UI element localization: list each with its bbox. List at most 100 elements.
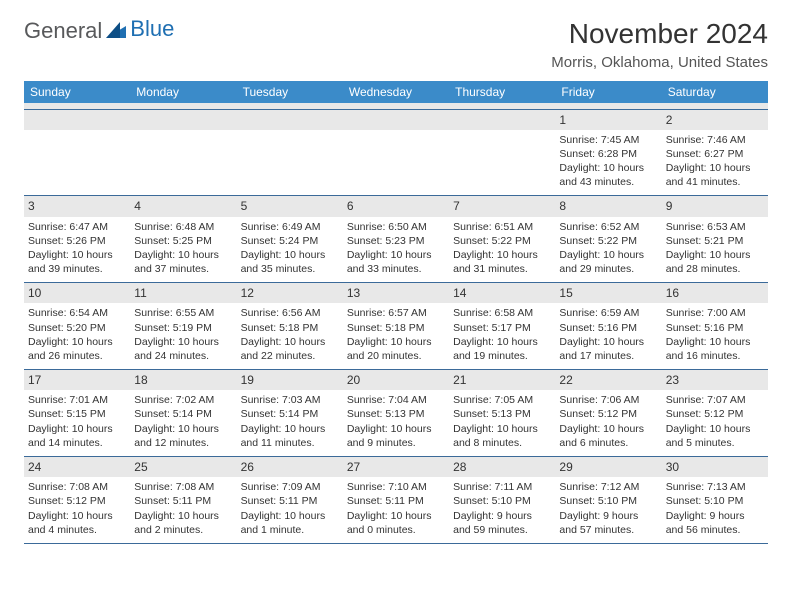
sunrise-text: Sunrise: 7:13 AM	[666, 480, 764, 494]
day-number: 22	[555, 370, 661, 390]
daylight-text: and 57 minutes.	[559, 523, 657, 537]
weekday-header: Wednesday	[343, 81, 449, 103]
daylight-text: Daylight: 10 hours	[28, 509, 126, 523]
sunrise-text: Sunrise: 7:10 AM	[347, 480, 445, 494]
calendar-cell: 2Sunrise: 7:46 AMSunset: 6:27 PMDaylight…	[662, 109, 768, 196]
sunset-text: Sunset: 5:16 PM	[666, 321, 764, 335]
daylight-text: and 8 minutes.	[453, 436, 551, 450]
calendar-cell: 3Sunrise: 6:47 AMSunset: 5:26 PMDaylight…	[24, 196, 130, 283]
sunrise-text: Sunrise: 7:08 AM	[28, 480, 126, 494]
daylight-text: Daylight: 10 hours	[134, 335, 232, 349]
sunset-text: Sunset: 5:20 PM	[28, 321, 126, 335]
sunset-text: Sunset: 6:28 PM	[559, 147, 657, 161]
sunset-text: Sunset: 5:16 PM	[559, 321, 657, 335]
daylight-text: and 19 minutes.	[453, 349, 551, 363]
day-number: 7	[449, 196, 555, 216]
sunrise-text: Sunrise: 6:53 AM	[666, 220, 764, 234]
daylight-text: Daylight: 10 hours	[559, 248, 657, 262]
sunset-text: Sunset: 5:26 PM	[28, 234, 126, 248]
daylight-text: Daylight: 10 hours	[666, 248, 764, 262]
daylight-text: Daylight: 10 hours	[666, 161, 764, 175]
daylight-text: Daylight: 10 hours	[347, 422, 445, 436]
day-number: 17	[24, 370, 130, 390]
sunrise-text: Sunrise: 7:46 AM	[666, 133, 764, 147]
calendar-cell: 13Sunrise: 6:57 AMSunset: 5:18 PMDayligh…	[343, 283, 449, 370]
daylight-text: Daylight: 10 hours	[28, 248, 126, 262]
calendar-cell	[130, 109, 236, 196]
daylight-text: Daylight: 10 hours	[347, 509, 445, 523]
daylight-text: Daylight: 10 hours	[559, 422, 657, 436]
sunrise-text: Sunrise: 7:09 AM	[241, 480, 339, 494]
day-number: 16	[662, 283, 768, 303]
daylight-text: Daylight: 9 hours	[559, 509, 657, 523]
sunset-text: Sunset: 5:13 PM	[453, 407, 551, 421]
weekday-header: Monday	[130, 81, 236, 103]
day-number: 30	[662, 457, 768, 477]
weekday-header: Sunday	[24, 81, 130, 103]
daylight-text: Daylight: 10 hours	[666, 422, 764, 436]
daylight-text: Daylight: 10 hours	[241, 248, 339, 262]
sunset-text: Sunset: 5:14 PM	[134, 407, 232, 421]
sunset-text: Sunset: 5:19 PM	[134, 321, 232, 335]
sunrise-text: Sunrise: 7:00 AM	[666, 306, 764, 320]
sunrise-text: Sunrise: 6:55 AM	[134, 306, 232, 320]
day-number: 15	[555, 283, 661, 303]
calendar-cell: 1Sunrise: 7:45 AMSunset: 6:28 PMDaylight…	[555, 109, 661, 196]
sunrise-text: Sunrise: 7:11 AM	[453, 480, 551, 494]
daylight-text: Daylight: 10 hours	[453, 422, 551, 436]
sunrise-text: Sunrise: 6:57 AM	[347, 306, 445, 320]
day-number: 10	[24, 283, 130, 303]
sunset-text: Sunset: 5:15 PM	[28, 407, 126, 421]
day-number: 2	[662, 110, 768, 130]
day-number-empty	[343, 110, 449, 130]
sunset-text: Sunset: 5:25 PM	[134, 234, 232, 248]
daylight-text: Daylight: 10 hours	[453, 248, 551, 262]
sunrise-text: Sunrise: 7:05 AM	[453, 393, 551, 407]
daylight-text: and 41 minutes.	[666, 175, 764, 189]
day-number: 9	[662, 196, 768, 216]
daylight-text: and 28 minutes.	[666, 262, 764, 276]
month-title: November 2024	[551, 18, 768, 50]
sunrise-text: Sunrise: 6:52 AM	[559, 220, 657, 234]
calendar-cell: 21Sunrise: 7:05 AMSunset: 5:13 PMDayligh…	[449, 370, 555, 457]
calendar-cell: 16Sunrise: 7:00 AMSunset: 5:16 PMDayligh…	[662, 283, 768, 370]
daylight-text: Daylight: 9 hours	[666, 509, 764, 523]
sunrise-text: Sunrise: 6:54 AM	[28, 306, 126, 320]
sunset-text: Sunset: 5:18 PM	[241, 321, 339, 335]
sunset-text: Sunset: 5:11 PM	[241, 494, 339, 508]
daylight-text: Daylight: 10 hours	[347, 335, 445, 349]
day-number: 11	[130, 283, 236, 303]
sunrise-text: Sunrise: 7:06 AM	[559, 393, 657, 407]
calendar-cell: 17Sunrise: 7:01 AMSunset: 5:15 PMDayligh…	[24, 370, 130, 457]
sunset-text: Sunset: 5:10 PM	[559, 494, 657, 508]
calendar-cell: 20Sunrise: 7:04 AMSunset: 5:13 PMDayligh…	[343, 370, 449, 457]
sunset-text: Sunset: 5:13 PM	[347, 407, 445, 421]
daylight-text: and 12 minutes.	[134, 436, 232, 450]
calendar-cell: 5Sunrise: 6:49 AMSunset: 5:24 PMDaylight…	[237, 196, 343, 283]
calendar-cell: 22Sunrise: 7:06 AMSunset: 5:12 PMDayligh…	[555, 370, 661, 457]
day-number-empty	[130, 110, 236, 130]
daylight-text: Daylight: 10 hours	[134, 422, 232, 436]
daylight-text: and 5 minutes.	[666, 436, 764, 450]
day-number: 26	[237, 457, 343, 477]
calendar-week: 17Sunrise: 7:01 AMSunset: 5:15 PMDayligh…	[24, 370, 768, 457]
sunset-text: Sunset: 5:24 PM	[241, 234, 339, 248]
day-number: 14	[449, 283, 555, 303]
calendar-week: 1Sunrise: 7:45 AMSunset: 6:28 PMDaylight…	[24, 109, 768, 196]
daylight-text: Daylight: 10 hours	[559, 335, 657, 349]
calendar-cell: 19Sunrise: 7:03 AMSunset: 5:14 PMDayligh…	[237, 370, 343, 457]
calendar-cell: 6Sunrise: 6:50 AMSunset: 5:23 PMDaylight…	[343, 196, 449, 283]
daylight-text: Daylight: 10 hours	[347, 248, 445, 262]
page-header: General Blue November 2024 Morris, Oklah…	[24, 18, 768, 71]
weekday-header-row: SundayMondayTuesdayWednesdayThursdayFrid…	[24, 81, 768, 103]
sunset-text: Sunset: 5:10 PM	[453, 494, 551, 508]
sunrise-text: Sunrise: 7:08 AM	[134, 480, 232, 494]
sunrise-text: Sunrise: 7:02 AM	[134, 393, 232, 407]
daylight-text: and 43 minutes.	[559, 175, 657, 189]
calendar-cell	[237, 109, 343, 196]
calendar-cell: 11 Sunrise: 6:55 AMSunset: 5:19 PMDayligh…	[130, 283, 236, 370]
brand-text-1: General	[24, 18, 102, 44]
daylight-text: and 35 minutes.	[241, 262, 339, 276]
sunrise-text: Sunrise: 6:50 AM	[347, 220, 445, 234]
brand-text-2: Blue	[130, 16, 174, 42]
